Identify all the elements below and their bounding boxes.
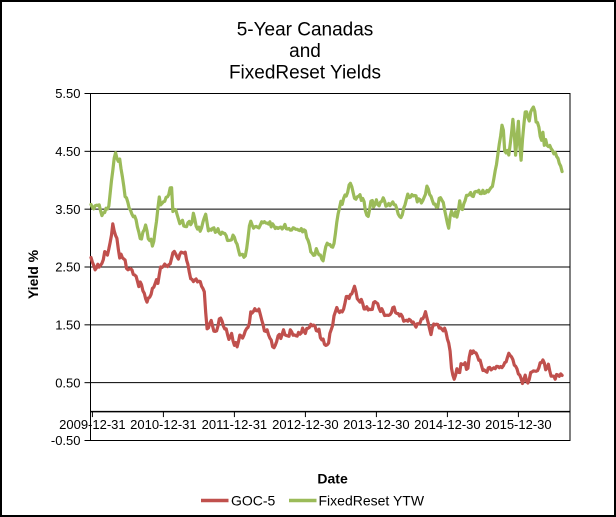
- svg-text:5.50: 5.50: [55, 86, 80, 101]
- svg-text:2014-12-30: 2014-12-30: [414, 417, 481, 432]
- svg-text:2012-12-30: 2012-12-30: [272, 417, 339, 432]
- svg-text:1.50: 1.50: [55, 318, 80, 333]
- svg-text:FixedReset YTW: FixedReset YTW: [319, 493, 425, 509]
- svg-text:2010-12-31: 2010-12-31: [130, 417, 197, 432]
- svg-text:Yield %: Yield %: [25, 249, 41, 299]
- svg-text:FixedReset Yields: FixedReset Yields: [229, 63, 381, 84]
- svg-text:2.50: 2.50: [55, 260, 80, 275]
- svg-text:4.50: 4.50: [55, 144, 80, 159]
- svg-text:2013-12-30: 2013-12-30: [343, 417, 410, 432]
- svg-text:5-Year Canadas: 5-Year Canadas: [237, 20, 374, 41]
- svg-text:-0.50: -0.50: [51, 433, 81, 448]
- svg-text:2015-12-30: 2015-12-30: [485, 417, 552, 432]
- svg-text:3.50: 3.50: [55, 202, 80, 217]
- svg-text:and: and: [289, 41, 321, 62]
- svg-text:GOC-5: GOC-5: [231, 493, 276, 509]
- svg-text:0.50: 0.50: [55, 375, 80, 390]
- svg-text:2011-12-31: 2011-12-31: [202, 417, 268, 432]
- svg-text:Date: Date: [317, 471, 348, 487]
- svg-text:2009-12-31: 2009-12-31: [59, 417, 126, 432]
